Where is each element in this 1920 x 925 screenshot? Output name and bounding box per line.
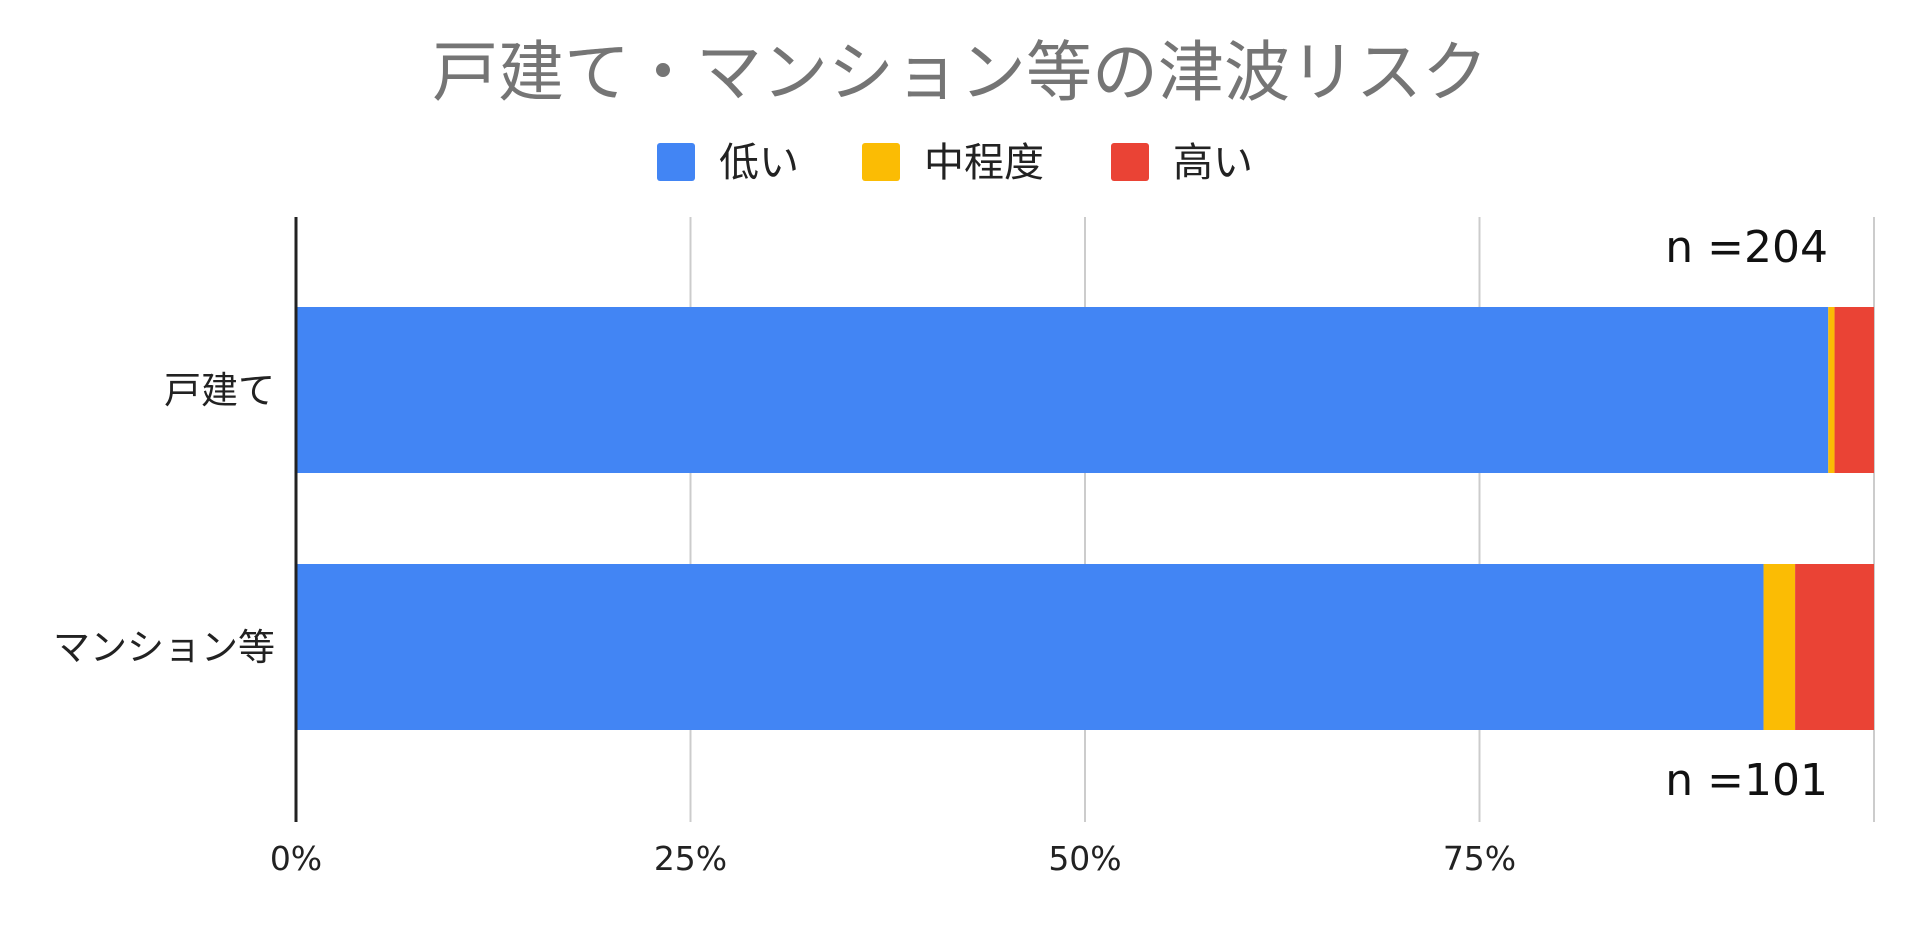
bar-segment-1-2 <box>1828 307 1835 473</box>
annotation-n-detached: n =204 <box>1665 222 1828 273</box>
chart-title: 戸建て・マンション等の津波リスク <box>432 34 1488 111</box>
legend-label: 高い <box>1173 140 1253 186</box>
x-axis-tick-labels: 0% 25% 50% 75% <box>270 839 1516 878</box>
legend-label: 低い <box>719 140 799 186</box>
bar-segment-2-2 <box>1763 564 1796 730</box>
category-label: マンション等 <box>53 626 275 669</box>
x-tick-label: 25% <box>654 839 727 878</box>
legend-swatch <box>657 143 695 181</box>
bar-segment-2-1 <box>296 564 1764 730</box>
legend: 低い 中程度 高い <box>657 140 1253 186</box>
bars <box>296 307 1874 730</box>
x-tick-label: 75% <box>1443 839 1516 878</box>
x-tick-label: 50% <box>1048 839 1121 878</box>
category-label: 戸建て <box>164 369 275 412</box>
bar-segment-2-3 <box>1795 564 1874 730</box>
bar-segment-1-1 <box>296 307 1829 473</box>
x-tick-label: 0% <box>270 839 322 878</box>
legend-swatch <box>1111 143 1149 181</box>
annotation-n-mansion: n =101 <box>1665 755 1828 806</box>
bar-segment-1-3 <box>1834 307 1874 473</box>
legend-swatch <box>862 143 900 181</box>
legend-label: 中程度 <box>924 140 1044 186</box>
